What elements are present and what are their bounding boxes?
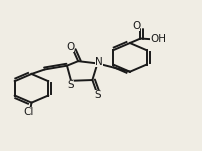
Text: Cl: Cl [23, 107, 34, 117]
Text: OH: OH [150, 34, 165, 44]
Text: O: O [66, 42, 74, 51]
Text: O: O [131, 21, 139, 31]
Text: S: S [94, 90, 101, 100]
Text: N: N [95, 57, 102, 67]
Text: S: S [67, 80, 74, 90]
